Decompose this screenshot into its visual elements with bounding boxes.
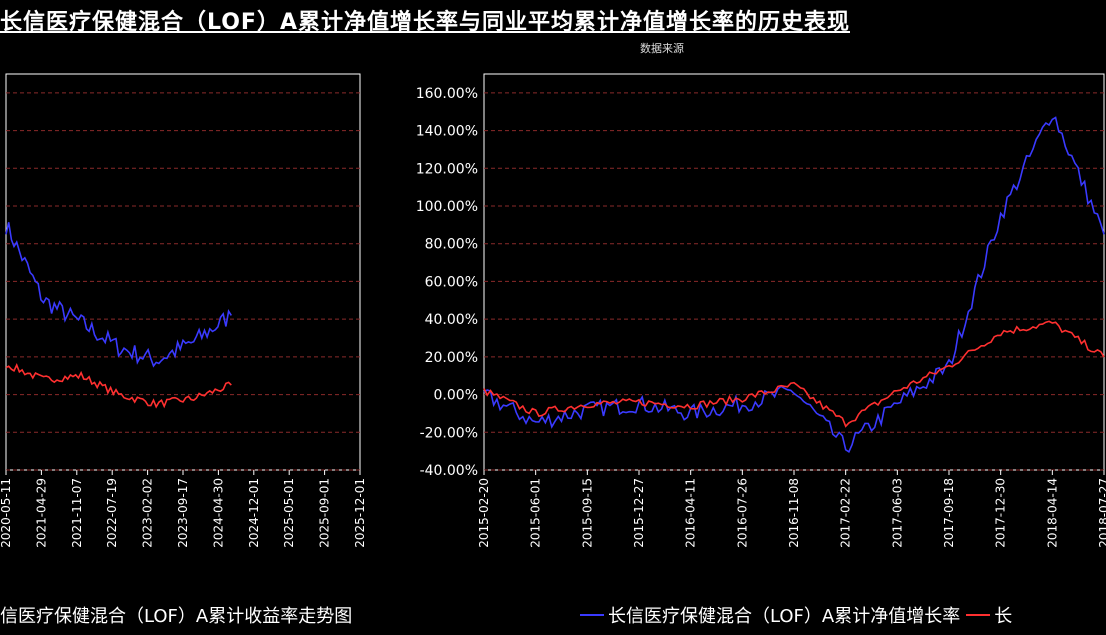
- x-tick-label: 2020-05-11: [0, 478, 13, 548]
- x-tick-label: 2021-11-07: [70, 478, 84, 548]
- x-tick-label: 2015-12-27: [632, 478, 646, 548]
- x-tick-label: 2016-11-08: [787, 478, 801, 548]
- series-line-blue: [483, 116, 1105, 453]
- y-tick-label: 160.00%: [416, 86, 478, 102]
- legend-left: 信医疗保健混合（LOF）A累计收益率走势图: [0, 602, 352, 628]
- legend-swatch-blue: [580, 614, 604, 616]
- y-tick-label: 0.00%: [434, 388, 478, 404]
- x-tick-label: 2016-04-11: [684, 478, 698, 548]
- legend-left-text: 信医疗保健混合（LOF）A累计收益率走势图: [0, 606, 353, 627]
- series-line-red: [483, 320, 1105, 428]
- x-tick-label: 2016-07-26: [735, 478, 749, 548]
- x-tick-label: 2015-02-20: [477, 478, 491, 548]
- x-tick-label: 2025-09-01: [318, 478, 332, 548]
- legend-item-red-label: 长: [994, 606, 1013, 627]
- x-tick-label: 2015-06-01: [529, 478, 543, 548]
- y-tick-label: 60.00%: [425, 274, 478, 290]
- x-tick-label: 2023-09-17: [176, 478, 190, 548]
- x-tick-label: 2017-06-03: [890, 478, 904, 548]
- y-tick-label: 100.00%: [416, 199, 478, 215]
- x-tick-label: 2017-09-18: [942, 478, 956, 548]
- x-tick-label: 2025-05-01: [282, 478, 296, 548]
- plot-frame: [5, 73, 361, 471]
- y-tick-label: 20.00%: [425, 350, 478, 366]
- page-title: 长信医疗保健混合（LOF）A累计净值增长率与同业平均累计净值增长率的历史表现: [0, 10, 850, 35]
- legend-right: 长信医疗保健混合（LOF）A累计净值增长率 长: [580, 602, 1012, 628]
- series-line-red: [5, 362, 232, 409]
- legend-swatch-red: [966, 614, 991, 616]
- y-tick-label: 140.00%: [416, 124, 478, 140]
- legend-item-blue-label: 长信医疗保健混合（LOF）A累计净值增长率: [608, 606, 961, 627]
- y-tick-label: 40.00%: [425, 312, 478, 328]
- data-source-label: 数据来源: [640, 42, 684, 55]
- x-tick-label: 2015-09-15: [580, 478, 594, 548]
- x-tick-label: 2017-02-22: [839, 478, 853, 548]
- x-tick-label: 2018-04-14: [1045, 478, 1059, 548]
- right-chart: -40.00% -20.00% 0.00% 20.00% 40.00% 60.00% 80.…: [416, 73, 1106, 548]
- left-chart: 2020-05-11 2021-04-29 2021-11-07 2022-07-19…: [0, 73, 367, 548]
- y-tick-label: -40.00%: [420, 463, 478, 479]
- x-tick-label: 2025-12-01: [353, 478, 367, 548]
- x-tick-label: 2022-07-19: [105, 478, 119, 548]
- x-tick-label: 2024-04-30: [211, 478, 225, 548]
- y-tick-label: 80.00%: [425, 237, 478, 253]
- x-tick-label: 2021-04-29: [34, 478, 48, 548]
- y-tick-label: 120.00%: [416, 161, 478, 177]
- plot-frame: [483, 73, 1105, 471]
- series-line-blue: [5, 222, 232, 368]
- x-tick-label: 2018-07-27: [1097, 478, 1106, 548]
- x-tick-label: 2023-02-02: [141, 478, 155, 548]
- x-tick-label: 2024-12-01: [247, 478, 261, 548]
- x-tick-label: 2017-12-30: [994, 478, 1008, 548]
- chart-area: 2020-05-11 2021-04-29 2021-11-07 2022-07-19…: [0, 73, 1106, 548]
- y-tick-label: -20.00%: [420, 425, 478, 441]
